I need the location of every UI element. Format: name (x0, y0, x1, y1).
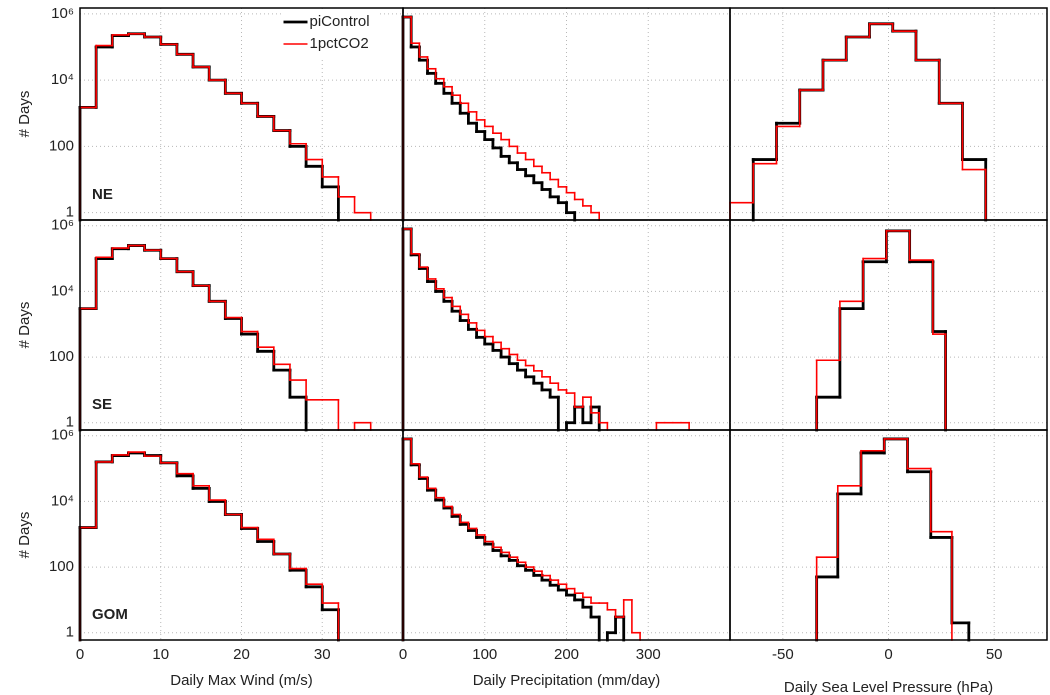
y-axis-label: # Days (16, 91, 33, 138)
legend-box (281, 10, 378, 60)
y-axis-label: # Days (16, 512, 33, 559)
y-tick-label: 1 (66, 204, 74, 221)
x-tick-label: 30 (314, 646, 331, 663)
x-tick-label: 10 (152, 646, 169, 663)
y-tick-label: 1 (66, 624, 74, 641)
x-axis-label: Daily Max Wind (m/s) (170, 672, 313, 689)
legend-label: piControl (310, 13, 370, 30)
x-tick-label: 50 (986, 646, 1003, 663)
y-tick-label: 100 (49, 348, 74, 365)
y-axis-label: # Days (16, 302, 33, 349)
region-label: NE (92, 186, 113, 203)
x-axis-label: Daily Precipitation (mm/day) (473, 672, 661, 689)
y-tick-label: 10⁴ (51, 492, 74, 509)
panel-frame (729, 429, 1048, 641)
region-label: SE (92, 396, 112, 413)
x-axis-label: Daily Sea Level Pressure (hPa) (784, 679, 993, 695)
y-tick-label: 1 (66, 414, 74, 431)
y-tick-label: 10⁶ (51, 217, 74, 234)
plot-area (78, 32, 372, 222)
x-tick-label: 300 (636, 646, 661, 663)
y-tick-label: 10⁶ (51, 5, 74, 22)
legend-label: 1pctCO2 (310, 35, 369, 52)
plot-area (729, 22, 988, 222)
plot-area (815, 229, 947, 432)
x-tick-label: 0 (76, 646, 84, 663)
x-tick-label: -50 (772, 646, 794, 663)
plot-area (401, 15, 601, 222)
x-tick-label: 20 (233, 646, 250, 663)
region-label: GOM (92, 606, 128, 623)
x-tick-label: 200 (554, 646, 579, 663)
y-tick-label: 10⁴ (51, 282, 74, 299)
x-tick-label: 0 (399, 646, 407, 663)
y-tick-label: 100 (49, 558, 74, 575)
plot-area (815, 437, 971, 642)
x-tick-label: 100 (472, 646, 497, 663)
x-tick-label: 0 (884, 646, 892, 663)
y-tick-label: 10⁶ (51, 427, 74, 444)
y-tick-label: 10⁴ (51, 71, 74, 88)
y-tick-label: 100 (49, 137, 74, 154)
